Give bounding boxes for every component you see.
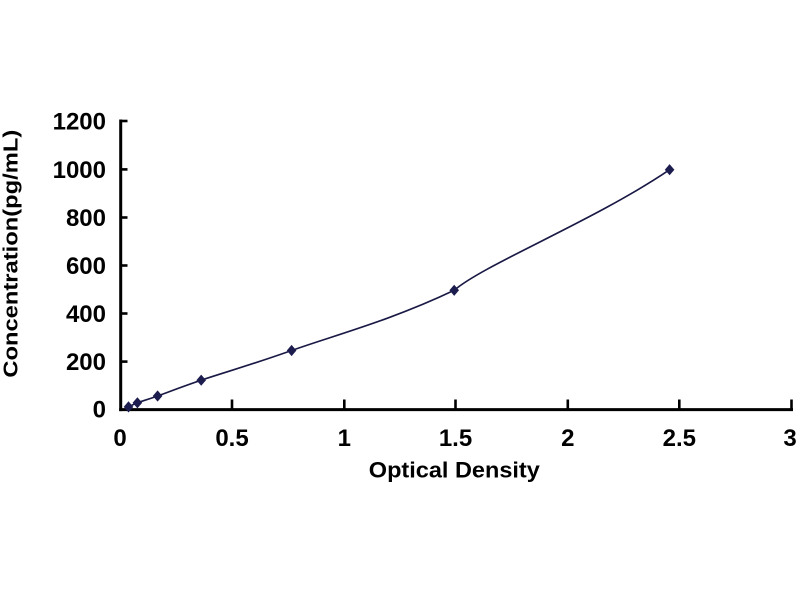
svg-text:200: 200: [66, 349, 106, 376]
svg-text:3: 3: [783, 425, 796, 452]
svg-text:1000: 1000: [53, 157, 106, 184]
svg-text:800: 800: [66, 205, 106, 232]
svg-text:2: 2: [561, 425, 574, 452]
svg-text:0.5: 0.5: [215, 425, 248, 452]
svg-text:0: 0: [93, 397, 106, 424]
svg-text:Concentration(pg/mL): Concentration(pg/mL): [0, 130, 22, 378]
svg-text:1: 1: [338, 425, 351, 452]
svg-text:1200: 1200: [53, 109, 106, 136]
svg-text:600: 600: [66, 253, 106, 280]
svg-text:Optical Density: Optical Density: [369, 458, 541, 483]
svg-text:2.5: 2.5: [663, 425, 696, 452]
svg-text:400: 400: [66, 301, 106, 328]
svg-text:0: 0: [113, 425, 126, 452]
svg-text:1.5: 1.5: [439, 425, 472, 452]
